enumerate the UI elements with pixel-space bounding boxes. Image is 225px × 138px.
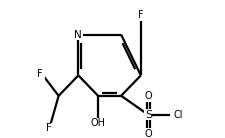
- Text: O: O: [144, 129, 151, 138]
- Text: N: N: [74, 30, 82, 40]
- Text: O: O: [144, 91, 151, 101]
- Text: F: F: [37, 69, 43, 79]
- Text: OH: OH: [90, 118, 105, 128]
- Text: F: F: [46, 123, 52, 133]
- Text: S: S: [144, 110, 151, 120]
- Text: Cl: Cl: [173, 110, 182, 120]
- Text: F: F: [137, 10, 143, 20]
